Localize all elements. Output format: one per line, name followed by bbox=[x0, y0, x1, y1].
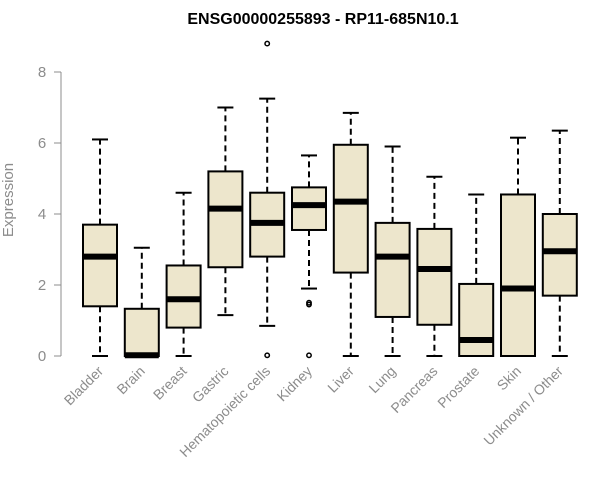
y-axis-label: Expression bbox=[0, 163, 17, 237]
box-hematopoietic-cells bbox=[249, 40, 286, 359]
box-iqr bbox=[500, 193, 536, 357]
box-kidney bbox=[291, 154, 327, 359]
box-iqr bbox=[207, 170, 244, 269]
outlier-point bbox=[306, 301, 312, 308]
y-tick-label: 0 bbox=[38, 348, 46, 365]
box-breast bbox=[165, 191, 202, 357]
box-pancreas bbox=[416, 175, 453, 357]
outlier-point bbox=[264, 40, 271, 47]
outlier-point bbox=[264, 352, 271, 359]
box-lung bbox=[374, 145, 411, 357]
box-bladder bbox=[82, 138, 118, 357]
y-tick-label: 2 bbox=[38, 277, 46, 294]
x-tick-label: Skin bbox=[494, 363, 525, 394]
x-tick-label: Bladder bbox=[61, 363, 107, 409]
x-tick-label: Kidney bbox=[274, 363, 316, 405]
x-tick-label: Breast bbox=[150, 363, 190, 403]
box-iqr bbox=[332, 143, 369, 274]
x-tick-label: Liver bbox=[324, 363, 357, 396]
x-tick-label: Unknown / Other bbox=[480, 363, 566, 449]
box-iqr bbox=[374, 221, 411, 318]
y-tick-label: 6 bbox=[38, 135, 46, 152]
box-iqr bbox=[82, 223, 118, 308]
box-skin bbox=[500, 136, 536, 357]
box-brain bbox=[123, 246, 160, 359]
box-gastric bbox=[207, 106, 244, 317]
box-iqr bbox=[541, 213, 578, 297]
y-tick-label: 4 bbox=[38, 206, 46, 223]
box-unknown-other bbox=[541, 129, 578, 357]
chart-title: ENSG00000255893 - RP11-685N10.1 bbox=[187, 11, 458, 28]
box-series bbox=[82, 40, 578, 359]
x-tick-label: Prostate bbox=[434, 363, 482, 411]
x-tick-label: Lung bbox=[365, 363, 398, 396]
y-tick-label: 8 bbox=[38, 64, 46, 81]
x-tick-label: Brain bbox=[113, 363, 147, 397]
box-liver bbox=[332, 111, 369, 357]
box-iqr bbox=[291, 186, 327, 231]
box-iqr bbox=[416, 227, 453, 326]
box-iqr bbox=[458, 282, 495, 357]
outlier-point bbox=[306, 352, 312, 359]
y-axis: 0 2 4 6 8 bbox=[38, 64, 62, 365]
box-prostate bbox=[458, 193, 495, 357]
box-iqr bbox=[123, 307, 160, 358]
